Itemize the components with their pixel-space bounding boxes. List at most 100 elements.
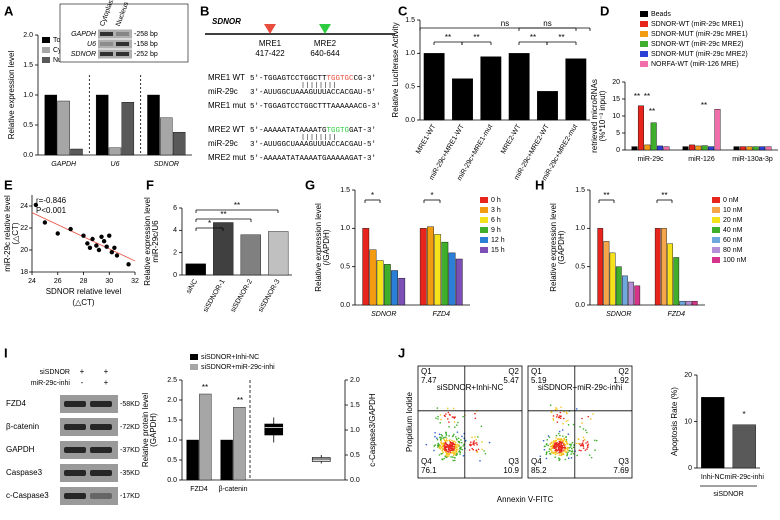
event-dot [562,439,564,442]
bar [654,228,661,306]
point [90,236,95,242]
event-dot [564,458,567,461]
y-tick-label: 2.5 [167,377,177,384]
event-dot [455,424,458,426]
bar [615,266,622,306]
event-dot [570,447,573,450]
quadrant-value: 85.2 [531,466,547,475]
event-dot [564,447,566,449]
y-tick-label: 15 [612,96,620,103]
event-dot [488,441,491,444]
bar [622,275,628,306]
event-dot [562,452,564,455]
quadrant-name: Q3 [618,457,629,466]
blot-lane [60,441,118,459]
event-dot [454,457,456,459]
y-tick-label: 4 [173,227,177,234]
event-dot [553,451,556,454]
band [64,447,86,453]
flow-title: siSDNOR+Inhi-NC [437,383,504,392]
event-dot [539,455,542,458]
event-dot [445,413,447,415]
event-dot [557,432,560,435]
event-dot [562,441,565,443]
event-dot [562,422,564,425]
event-dot [550,442,552,444]
event-dot [579,444,582,447]
event-dot [462,455,465,457]
bar [508,53,530,121]
event-dot [458,450,461,452]
bar [609,252,616,306]
event-dot [453,459,456,462]
event-dot [555,416,558,418]
event-dot [454,416,456,418]
event-dot [567,433,570,435]
event-dot [460,448,462,450]
x-tick-label: miR-29c-inhi [725,474,765,481]
event-dot [445,456,447,459]
x-tick-label: siSDNOR-1 [202,278,226,313]
event-dot [565,451,568,454]
event-dot [446,455,449,457]
bar [391,270,398,306]
event-dot [567,451,569,454]
bar [714,108,721,151]
panel-label: B [200,3,209,18]
bar [644,144,651,151]
event-dot [567,457,570,460]
event-dot [549,452,551,455]
event-dot [438,433,441,436]
event-dot [552,445,555,448]
event-dot [565,440,568,443]
quadrant-value: 76.1 [421,466,437,475]
legend-swatch [190,354,198,360]
event-dot [474,412,476,415]
event-dot [439,436,441,439]
bar [398,277,406,306]
treatment-label: siSDNOR [40,369,70,376]
panel-label: F [146,177,154,192]
event-dot [555,407,558,409]
blot-lane [60,418,118,436]
significance: ** [701,101,707,110]
event-dot [474,417,477,420]
event-dot [558,454,561,456]
x-tick-label: MRE1-WT [415,123,438,155]
quadrant-name: Q1 [531,367,542,376]
bar [121,101,135,156]
event-dot [454,441,457,443]
bar [537,91,558,121]
event-dot [560,443,562,446]
legend-label: 15 h [491,247,505,254]
point [55,231,60,236]
sequence-part: GAT-3' [349,127,376,135]
event-dot [566,454,568,457]
event-dot [555,434,558,437]
site-range: 417-422 [255,49,285,58]
y-tick-label: 0.5 [167,457,177,464]
event-dot [565,411,568,414]
event-dot [447,444,449,447]
significance: ** [603,191,609,200]
event-dot [456,453,458,456]
event-dot [570,443,572,445]
event-dot [547,444,550,447]
bar [739,146,746,151]
event-dot [581,417,583,420]
bar [685,300,692,306]
event-dot [448,425,450,428]
blot-lane [98,29,132,39]
bar [565,58,587,121]
bar [376,260,384,306]
flow-frame [527,365,633,479]
event-dot [572,423,575,426]
bar [657,145,664,151]
bar [603,241,610,306]
legend-swatch [480,207,488,213]
event-dot [552,417,555,420]
event-dot [463,443,465,446]
event-dot [437,415,439,418]
y2-tick-label: 2.0 [350,377,360,384]
event-dot [566,453,569,455]
